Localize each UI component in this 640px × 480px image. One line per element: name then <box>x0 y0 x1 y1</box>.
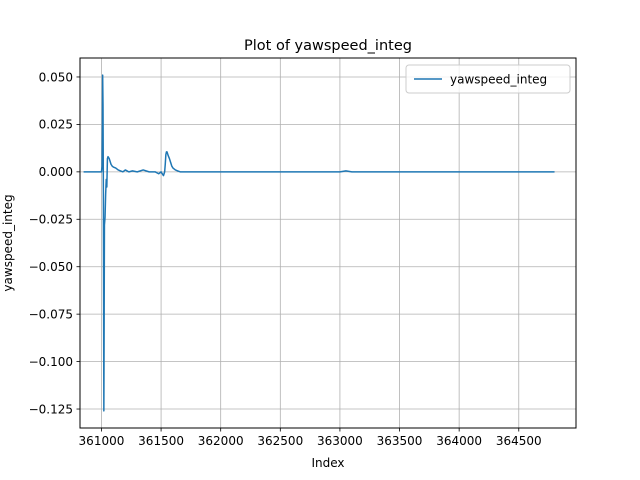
legend-box <box>405 64 571 94</box>
x-axis-label: Index <box>311 456 344 470</box>
x-tick-label: 363000 <box>317 434 363 448</box>
x-tick-label: 361000 <box>79 434 125 448</box>
y-tick-label: −0.025 <box>29 213 73 227</box>
x-tick-label: 363500 <box>377 434 423 448</box>
y-tick-label: 0.050 <box>39 70 73 84</box>
y-axis-ticks: 0.050 0.025 0.000 −0.025 −0.050 −0.075 −0.100 −… <box>29 70 80 416</box>
series-line-yawspeed_integ <box>83 74 555 412</box>
y-tick-label: −0.125 <box>29 402 73 416</box>
x-axis-ticks: 361000 361500 362000 362500 363000 363500 3640… <box>79 428 542 448</box>
y-tick-label: 0.000 <box>39 165 73 179</box>
legend: yawspeed_integ <box>405 64 571 94</box>
series-layer <box>83 74 555 412</box>
x-tick-label: 361500 <box>138 434 184 448</box>
y-tick-label: 0.025 <box>39 118 73 132</box>
y-axis-label: yawspeed_integ <box>1 194 15 291</box>
y-tick-label: −0.100 <box>29 355 73 369</box>
x-tick-label: 364000 <box>436 434 482 448</box>
x-tick-label: 362000 <box>198 434 244 448</box>
y-tick-label: −0.075 <box>29 307 73 321</box>
legend-label: yawspeed_integ <box>450 73 547 87</box>
y-tick-label: −0.050 <box>29 260 73 274</box>
x-tick-label: 362500 <box>257 434 303 448</box>
x-tick-label: 364500 <box>496 434 542 448</box>
axes-frame <box>79 57 577 429</box>
chart-title: Plot of yawspeed_integ <box>244 38 412 54</box>
